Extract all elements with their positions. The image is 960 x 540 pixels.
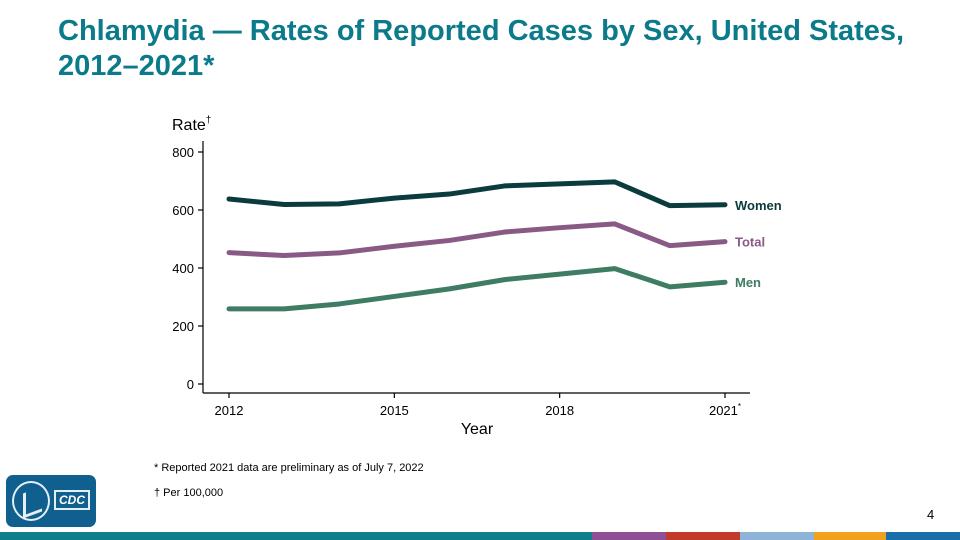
y-tick-label: 400 (172, 261, 194, 276)
cdc-logo-text: CDC (54, 490, 90, 510)
x-tick-label: 2015 (380, 403, 409, 418)
series-line-men (226, 266, 728, 312)
footnote-per-100000: † Per 100,000 (154, 487, 224, 499)
x-axis-title: Year (461, 421, 494, 438)
cdc-logo: CDC (6, 475, 96, 527)
footer-bar-segment (886, 532, 960, 540)
y-tick-label: 600 (172, 203, 194, 218)
footer-bar-segment (814, 532, 886, 540)
y-tick-label: 0 (187, 377, 194, 392)
series-label-total: Total (735, 235, 765, 250)
footnote-preliminary: * Reported 2021 data are preliminary as … (154, 462, 424, 474)
x-tick-label: 2012 (215, 403, 244, 418)
hhs-eagle-icon (12, 481, 50, 521)
footer-bar-segment (592, 532, 666, 540)
series-label-men: Men (735, 275, 761, 290)
footer-color-bar (0, 532, 960, 540)
y-tick-label: 200 (172, 319, 194, 334)
series-line-total (226, 221, 728, 259)
y-tick-label: 800 (172, 145, 194, 160)
chart-labels: Women Total Men (735, 198, 782, 290)
footer-bar-segment (666, 532, 740, 540)
chart-axes: 0 200 400 600 800 2012 2015 2018 2021* Year Rate† (172, 115, 750, 438)
series-line-women (226, 179, 728, 209)
series-label-women: Women (735, 198, 782, 213)
chart-lines (226, 179, 728, 312)
y-axis-title: Rate† (172, 115, 211, 134)
page-title: Chlamydia — Rates of Reported Cases by S… (58, 15, 905, 82)
x-tick-label: 2018 (545, 403, 574, 418)
footer-bar-segment (0, 532, 592, 540)
x-tick-label: 2021* (709, 402, 741, 418)
footer-bar-segment (740, 532, 814, 540)
page-number: 4 (927, 507, 935, 522)
